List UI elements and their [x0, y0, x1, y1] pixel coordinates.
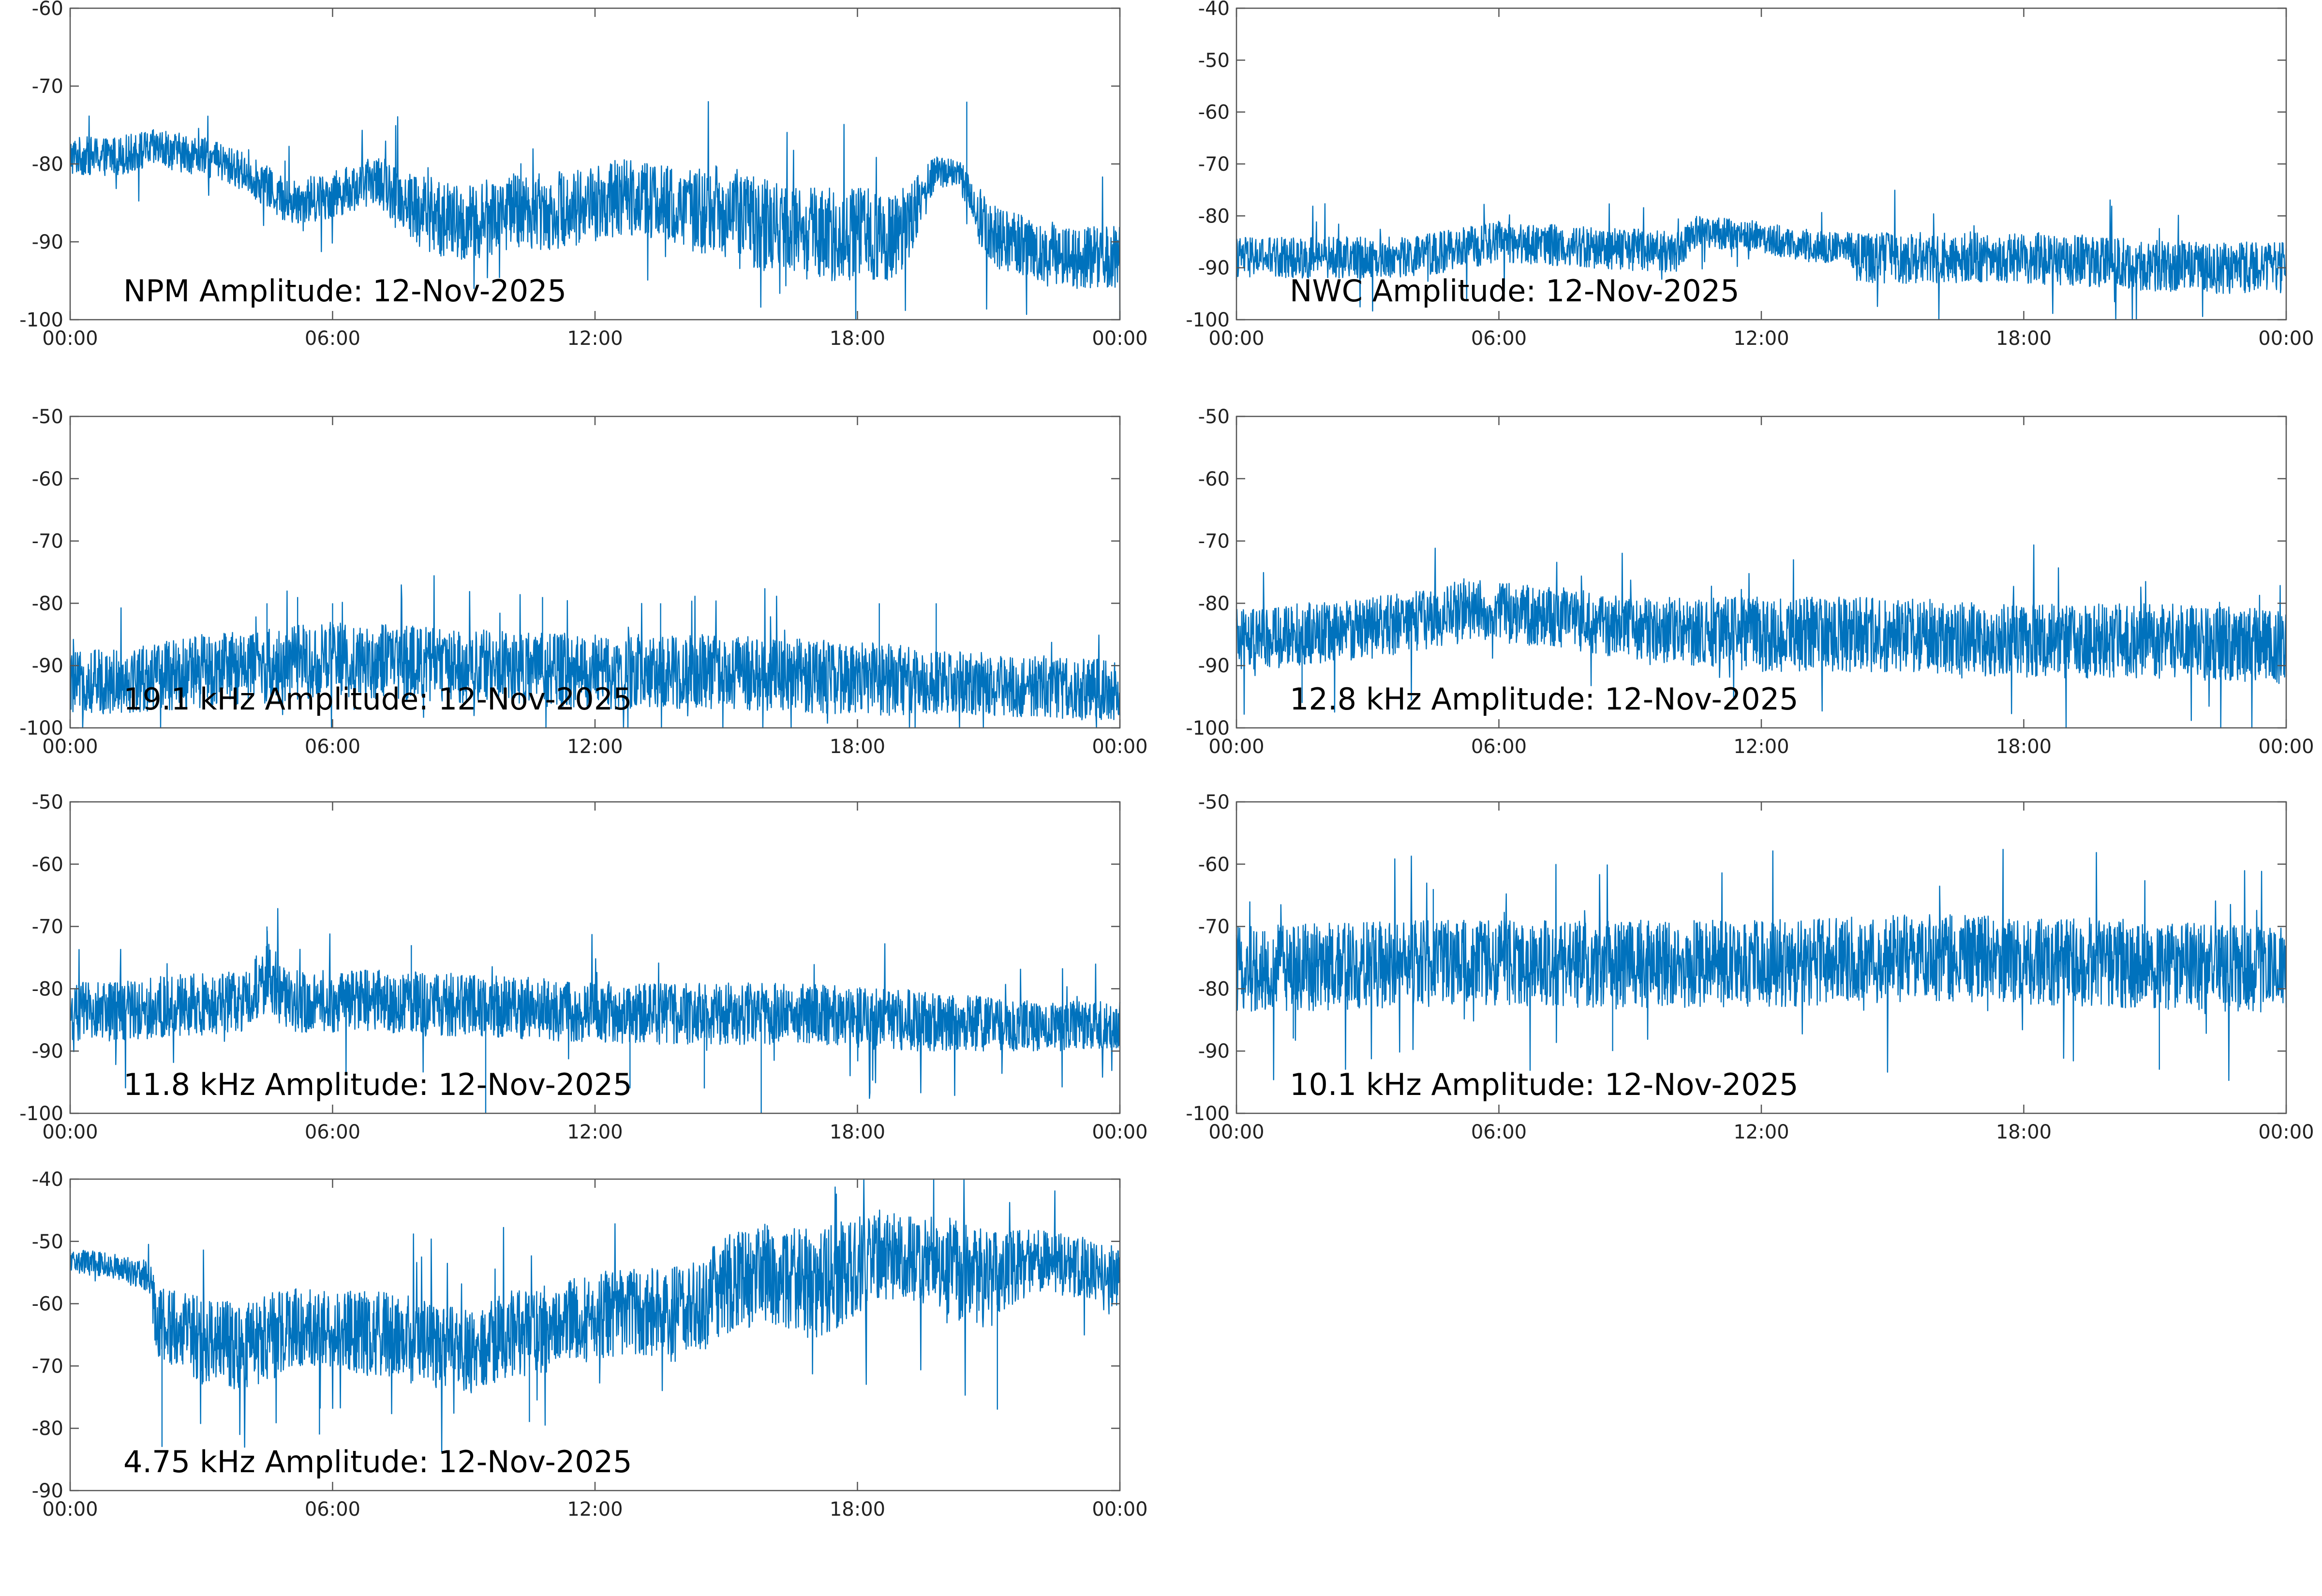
- x-tick-label: 06:00: [1471, 1121, 1527, 1143]
- x-tick-label: 12:00: [567, 736, 623, 758]
- x-tick-label: 18:00: [1996, 736, 2052, 758]
- y-tick-label: -60: [1198, 102, 1230, 124]
- y-tick-label: -60: [1198, 854, 1230, 876]
- y-tick-label: -90: [1198, 1040, 1230, 1063]
- x-tick-label: 00:00: [1092, 1121, 1147, 1143]
- series-line-12-8-khz: [1235, 544, 2287, 729]
- y-tick-label: -50: [32, 1231, 63, 1253]
- y-tick-label: -90: [32, 1040, 63, 1063]
- x-tick-label: 00:00: [42, 327, 98, 350]
- y-tick-label: -60: [32, 854, 63, 876]
- y-tick-label: -70: [1198, 153, 1230, 176]
- panel-title: 12.8 kHz Amplitude: 12-Nov-2025: [1290, 681, 1799, 717]
- y-tick-label: -70: [1198, 531, 1230, 553]
- panel-title: 4.75 kHz Amplitude: 12-Nov-2025: [123, 1444, 632, 1479]
- x-tick-label: 00:00: [42, 1121, 98, 1143]
- x-tick-label: 18:00: [1996, 1121, 2052, 1143]
- y-tick-label: -100: [1186, 309, 1230, 331]
- y-tick-label: -50: [1198, 406, 1230, 428]
- y-tick-label: -80: [1198, 205, 1230, 227]
- x-tick-label: 00:00: [1092, 327, 1147, 350]
- chart-panel-2: -100 -90 -80 -70 -60 -50 -40 00:00 06:00 12:00 18:…: [1186, 0, 2314, 350]
- x-tick-label: 00:00: [42, 736, 98, 758]
- y-tick-label: -100: [19, 309, 63, 331]
- panel-title: 11.8 kHz Amplitude: 12-Nov-2025: [123, 1067, 632, 1102]
- y-tick-label: -100: [19, 1103, 63, 1125]
- series-line-11-8-khz: [69, 908, 1121, 1113]
- panel-title: 19.1 kHz Amplitude: 12-Nov-2025: [123, 681, 632, 717]
- x-tick-label: 00:00: [2258, 327, 2314, 350]
- panel-title: 10.1 kHz Amplitude: 12-Nov-2025: [1290, 1067, 1799, 1102]
- y-tick-label: -90: [1198, 257, 1230, 280]
- y-tick-label: -100: [1186, 717, 1230, 739]
- chart-panel-1: -100 -90 -80 -70 -60 00:00 06:00 12:00 18:00 00:0…: [19, 0, 1147, 350]
- y-tick-label: -70: [32, 75, 63, 98]
- series-line-4-75-khz: [69, 1178, 1121, 1453]
- x-tick-label: 18:00: [830, 736, 885, 758]
- x-tick-label: 12:00: [567, 1498, 623, 1521]
- chart-panel-4: -100 -90 -80 -70 -60 -50 00:00 06:00 12:00 18:00 0…: [1186, 406, 2314, 758]
- y-tick-label: -70: [32, 531, 63, 553]
- x-tick-label: 00:00: [1092, 1498, 1147, 1521]
- x-tick-label: 06:00: [305, 1121, 360, 1143]
- y-tick-label: -90: [32, 655, 63, 677]
- x-tick-label: 12:00: [1733, 736, 1789, 758]
- x-tick-label: 06:00: [1471, 327, 1527, 350]
- chart-panel-3: -100 -90 -80 -70 -60 -50 00:00 06:00 12:00 18:00 0…: [19, 406, 1147, 758]
- x-tick-label: 00:00: [1208, 327, 1264, 350]
- chart-panel-7: -90 -80 -70 -60 -50 -40 00:00 06:00 12:00 18:00 00…: [32, 1168, 1148, 1521]
- y-tick-label: -80: [32, 592, 63, 615]
- x-tick-label: 00:00: [1208, 1121, 1264, 1143]
- series-line-10-1-khz: [1235, 849, 2287, 1081]
- x-tick-label: 06:00: [1471, 736, 1527, 758]
- series-line-npm: [69, 101, 1121, 321]
- panel-title: NWC Amplitude: 12-Nov-2025: [1290, 273, 1740, 309]
- x-tick-label: 18:00: [830, 1121, 885, 1143]
- x-tick-label: 06:00: [305, 327, 360, 350]
- chart-panel-5: -100 -90 -80 -70 -60 -50 00:00 06:00 12:00 18:00 0…: [19, 791, 1147, 1143]
- y-tick-label: -40: [32, 1168, 63, 1191]
- y-tick-label: -50: [32, 406, 63, 428]
- series-line-nwc: [1235, 190, 2287, 321]
- x-tick-label: 06:00: [305, 1498, 360, 1521]
- y-tick-label: -90: [32, 231, 63, 253]
- x-tick-label: 00:00: [2258, 1121, 2314, 1143]
- y-tick-label: -70: [32, 916, 63, 938]
- y-tick-label: -80: [1198, 978, 1230, 1000]
- y-tick-label: -50: [1198, 791, 1230, 813]
- panel-title: NPM Amplitude: 12-Nov-2025: [123, 273, 566, 309]
- y-tick-label: -50: [1198, 49, 1230, 72]
- x-tick-label: 12:00: [567, 1121, 623, 1143]
- x-tick-label: 00:00: [1208, 736, 1264, 758]
- x-tick-label: 00:00: [1092, 736, 1147, 758]
- y-tick-label: -80: [32, 1418, 63, 1440]
- x-tick-label: 06:00: [305, 736, 360, 758]
- y-tick-label: -90: [32, 1480, 63, 1502]
- chart-panel-6: -100 -90 -80 -70 -60 -50 00:00 06:00 12:00 18:00 0…: [1186, 791, 2314, 1143]
- x-tick-label: 00:00: [2258, 736, 2314, 758]
- y-tick-label: -80: [32, 978, 63, 1000]
- x-tick-label: 12:00: [1733, 327, 1789, 350]
- y-tick-label: -70: [1198, 916, 1230, 938]
- x-tick-label: 18:00: [830, 327, 885, 350]
- y-tick-label: -80: [1198, 592, 1230, 615]
- series-line-19-1-khz: [69, 575, 1121, 729]
- y-tick-label: -100: [19, 717, 63, 739]
- x-tick-label: 18:00: [1996, 327, 2052, 350]
- y-tick-label: -60: [32, 0, 63, 20]
- x-tick-label: 00:00: [42, 1498, 98, 1521]
- y-tick-label: -80: [32, 153, 63, 176]
- y-tick-label: -60: [1198, 468, 1230, 490]
- y-tick-label: -60: [32, 468, 63, 490]
- y-tick-label: -70: [32, 1355, 63, 1377]
- x-tick-label: 12:00: [1733, 1121, 1789, 1143]
- y-tick-label: -60: [32, 1293, 63, 1315]
- x-tick-label: 18:00: [830, 1498, 885, 1521]
- x-tick-label: 12:00: [567, 327, 623, 350]
- y-tick-label: -90: [1198, 655, 1230, 677]
- y-tick-label: -100: [1186, 1103, 1230, 1125]
- y-tick-label: -50: [32, 791, 63, 813]
- y-tick-label: -40: [1198, 0, 1230, 20]
